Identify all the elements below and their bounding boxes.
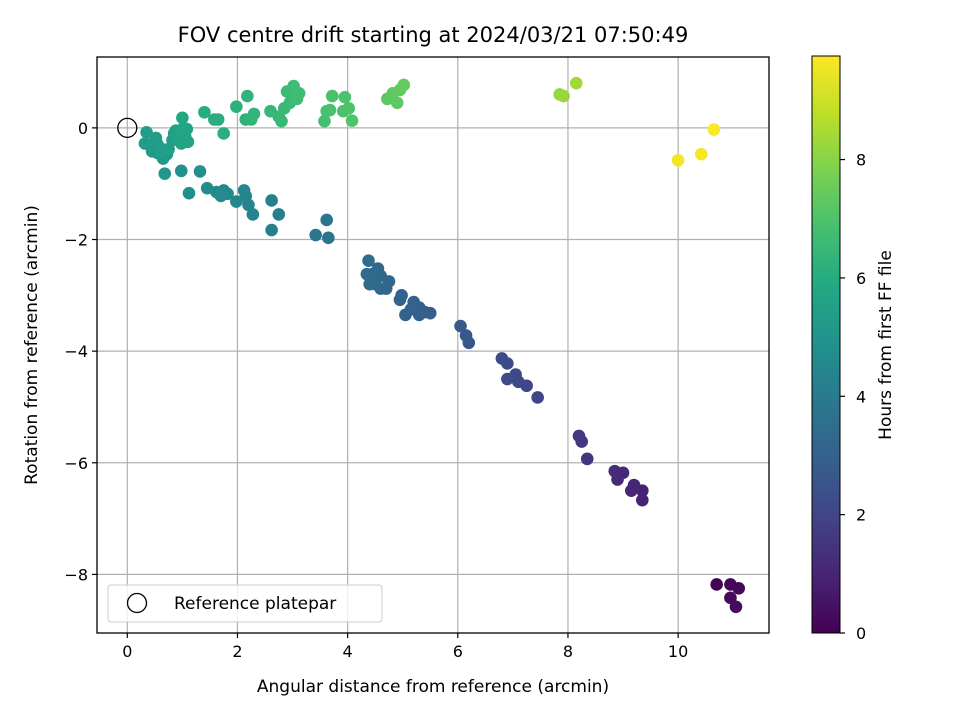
data-point: [193, 165, 207, 178]
data-point: [140, 126, 153, 139]
colorbar-tick-label: 4: [856, 387, 866, 406]
data-point: [627, 478, 641, 492]
data-point: [247, 107, 261, 121]
colorbar-tick-label: 6: [856, 269, 866, 288]
x-tick-label: 2: [232, 642, 242, 661]
data-point: [182, 186, 196, 200]
x-axis-label: Angular distance from reference (arcmin): [257, 677, 609, 697]
data-point: [569, 76, 583, 90]
y-tick-label: −8: [64, 565, 88, 584]
data-point: [345, 114, 359, 127]
data-point: [732, 582, 746, 595]
data-point: [211, 113, 225, 126]
data-point: [230, 100, 243, 113]
data-point: [158, 167, 172, 180]
colorbar: [811, 55, 841, 634]
data-point: [397, 78, 411, 92]
y-axis-label: Rotation from reference (arcmin): [22, 205, 42, 485]
legend-box: [107, 584, 383, 623]
colorbar-tick-label: 2: [856, 506, 866, 525]
data-point: [399, 308, 412, 322]
x-tick-label: 0: [122, 642, 132, 661]
data-point: [237, 184, 251, 197]
data-point: [495, 352, 509, 365]
data-point: [608, 464, 622, 478]
colorbar-label: Hours from first FF file: [876, 250, 896, 440]
data-point: [292, 86, 306, 100]
data-point: [323, 103, 337, 117]
data-point: [362, 254, 375, 268]
chart-title: FOV centre drift starting at 2024/03/21 …: [178, 23, 689, 47]
data-point: [309, 228, 322, 242]
x-axis-ticks: 0 2 4 6 8 10: [122, 633, 688, 661]
y-tick-label: −6: [64, 454, 88, 473]
data-point: [531, 391, 544, 404]
y-tick-label: −4: [64, 342, 88, 361]
colorbar-ticks: 0 2 4 6 8: [840, 151, 866, 643]
y-axis-ticks: 0 −2 −4 −6 −8: [64, 119, 97, 584]
data-point: [454, 319, 467, 333]
data-point: [572, 429, 586, 443]
data-point: [265, 194, 278, 207]
data-point: [694, 147, 708, 161]
data-point: [325, 89, 339, 103]
data-point: [198, 105, 211, 119]
data-point: [230, 195, 243, 208]
grid-lines: [97, 57, 769, 633]
data-point: [710, 578, 723, 591]
data-point: [200, 181, 214, 195]
x-tick-label: 8: [563, 642, 573, 661]
data-point: [174, 164, 188, 178]
reference-marker: [117, 117, 138, 139]
data-point: [241, 89, 254, 103]
data-point: [671, 153, 685, 167]
reference-platepar-marker: [117, 117, 138, 139]
data-point: [322, 231, 335, 245]
data-point: [342, 102, 356, 115]
plot-frame: [96, 56, 770, 634]
data-point: [360, 267, 374, 281]
colorbar-tick-label: 0: [856, 624, 866, 643]
data-point: [501, 372, 514, 386]
data-point: [265, 223, 278, 237]
y-tick-label: 0: [78, 119, 88, 138]
data-point: [272, 208, 286, 221]
data-point: [138, 137, 152, 150]
data-point: [557, 89, 570, 103]
data-point: [338, 90, 352, 104]
data-point: [393, 293, 407, 307]
y-tick-label: −2: [64, 231, 88, 250]
data-point: [459, 329, 473, 342]
data-point: [363, 277, 376, 291]
data-point: [580, 452, 594, 466]
data-point: [174, 137, 188, 150]
x-tick-label: 4: [343, 642, 353, 661]
data-point: [275, 114, 288, 128]
data-point: [729, 600, 743, 614]
data-point: [636, 493, 649, 507]
x-tick-label: 6: [453, 642, 463, 661]
x-tick-label: 10: [668, 642, 688, 661]
legend-label: Reference platepar: [174, 594, 336, 614]
data-point: [707, 123, 721, 136]
scatter-points: [138, 76, 746, 614]
legend-marker: [126, 592, 148, 614]
colorbar-tick-label: 8: [856, 151, 866, 170]
data-point: [177, 121, 190, 135]
legend: Reference platepar: [107, 584, 383, 623]
data-point: [217, 127, 230, 140]
data-point: [318, 114, 331, 128]
data-point: [176, 111, 189, 125]
data-point: [246, 208, 260, 221]
data-point: [320, 213, 333, 227]
data-point: [390, 96, 404, 110]
